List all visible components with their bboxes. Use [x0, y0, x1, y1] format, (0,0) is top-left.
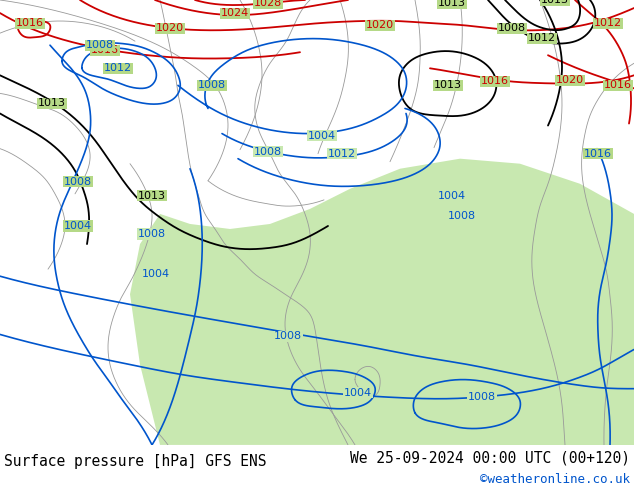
Text: 1013: 1013: [138, 191, 166, 201]
Text: 1012: 1012: [104, 63, 132, 74]
Text: 1008: 1008: [86, 40, 114, 50]
Text: Surface pressure [hPa] GFS ENS: Surface pressure [hPa] GFS ENS: [4, 454, 266, 469]
Text: 1016: 1016: [91, 45, 119, 55]
Text: 1013: 1013: [541, 0, 569, 5]
Text: 1024: 1024: [221, 8, 249, 18]
Text: 1028: 1028: [254, 0, 282, 8]
Polygon shape: [130, 159, 634, 445]
Text: 1020: 1020: [366, 20, 394, 30]
Text: 1013: 1013: [438, 0, 466, 8]
Text: 1004: 1004: [308, 131, 336, 141]
Text: 1008: 1008: [198, 80, 226, 90]
Text: 1008: 1008: [254, 147, 282, 157]
Text: 1008: 1008: [498, 23, 526, 33]
Text: 1004: 1004: [344, 388, 372, 398]
Text: 1004: 1004: [142, 269, 170, 279]
Text: 1012: 1012: [594, 18, 622, 28]
Text: 1008: 1008: [448, 211, 476, 221]
Text: 1008: 1008: [274, 331, 302, 342]
Text: 1013: 1013: [434, 80, 462, 90]
Text: 1016: 1016: [16, 18, 44, 28]
Text: ©weatheronline.co.uk: ©weatheronline.co.uk: [480, 473, 630, 487]
Text: 1016: 1016: [584, 148, 612, 159]
Text: 1012: 1012: [328, 148, 356, 159]
Text: 1004: 1004: [64, 221, 92, 231]
Text: 1008: 1008: [64, 177, 92, 187]
Text: 1012: 1012: [528, 33, 556, 43]
Text: 1016: 1016: [481, 76, 509, 86]
Text: 1016: 1016: [604, 80, 632, 90]
Text: 1013: 1013: [38, 98, 66, 108]
Text: 1020: 1020: [556, 75, 584, 85]
Text: 1004: 1004: [438, 191, 466, 201]
Text: 1008: 1008: [468, 392, 496, 402]
Polygon shape: [460, 269, 634, 445]
Text: We 25-09-2024 00:00 UTC (00+120): We 25-09-2024 00:00 UTC (00+120): [350, 450, 630, 465]
Text: 1008: 1008: [138, 229, 166, 239]
Text: 1020: 1020: [156, 23, 184, 33]
